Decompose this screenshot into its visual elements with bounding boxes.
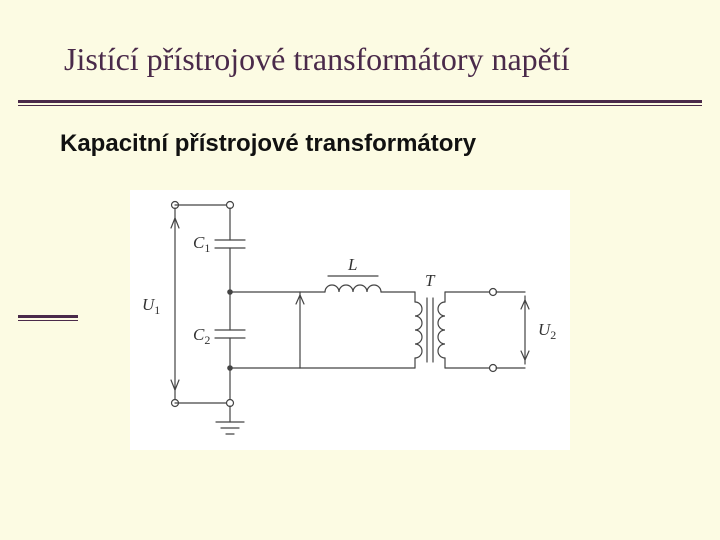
side-accent-thin bbox=[18, 320, 78, 321]
title-area: Jistící přístrojové transformátory napět… bbox=[0, 14, 720, 104]
title-underline-thin bbox=[18, 105, 702, 106]
side-accent-thick bbox=[18, 315, 78, 318]
diagram-bg bbox=[130, 190, 570, 450]
subtitle: Kapacitní přístrojové transformátory bbox=[60, 130, 476, 158]
circuit-svg: U1 C1 C2 L T U2 bbox=[130, 190, 570, 450]
circuit-diagram: U1 C1 C2 L T U2 bbox=[130, 190, 570, 450]
label-l: L bbox=[347, 255, 357, 274]
title-underline-thick bbox=[18, 100, 702, 103]
slide: Jistící přístrojové transformátory napět… bbox=[0, 0, 720, 540]
label-t: T bbox=[425, 271, 436, 290]
page-title: Jistící přístrojové transformátory napět… bbox=[64, 41, 570, 78]
